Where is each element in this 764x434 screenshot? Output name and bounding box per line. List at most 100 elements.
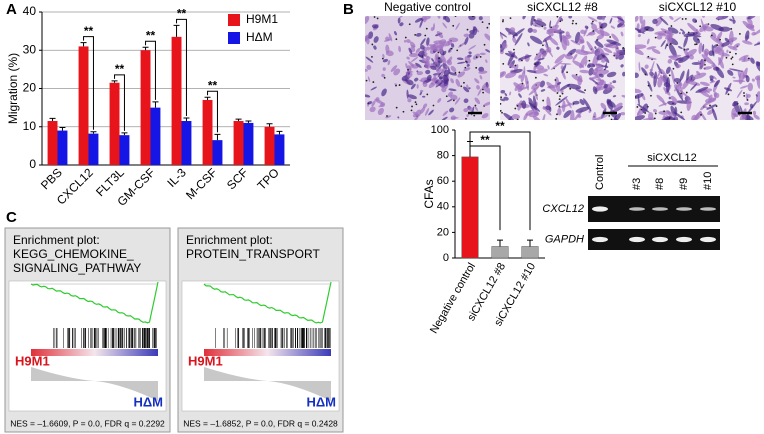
cell xyxy=(667,110,678,120)
cell xyxy=(679,70,685,82)
pore xyxy=(473,114,476,117)
x-tick-label: PBS xyxy=(38,165,65,192)
cell xyxy=(751,16,755,18)
cell xyxy=(637,34,641,38)
pore xyxy=(513,48,515,51)
cell xyxy=(428,109,434,116)
cell xyxy=(738,54,749,61)
cell xyxy=(732,76,736,79)
error-bar xyxy=(214,133,221,141)
cell xyxy=(410,83,416,90)
cell xyxy=(646,38,650,45)
cell xyxy=(699,23,709,33)
cell xyxy=(561,64,567,74)
bar xyxy=(171,36,182,165)
gel-band xyxy=(652,236,668,243)
cell xyxy=(433,75,437,81)
cell xyxy=(756,61,760,67)
error-bar xyxy=(183,117,190,122)
cell xyxy=(365,16,370,25)
pore xyxy=(556,113,558,116)
pore xyxy=(520,59,523,62)
gel-band xyxy=(700,236,716,243)
pore xyxy=(727,93,730,96)
cell xyxy=(600,102,607,110)
pore xyxy=(500,109,502,112)
y-axis-label: Migration (%) xyxy=(6,53,20,124)
pore xyxy=(685,91,688,94)
cell xyxy=(635,44,647,50)
cell xyxy=(732,20,736,24)
bar xyxy=(202,99,213,165)
cell xyxy=(474,97,481,105)
cell xyxy=(474,106,479,111)
cell xyxy=(505,71,517,79)
pore xyxy=(407,68,409,71)
cell xyxy=(751,78,755,82)
cell xyxy=(651,48,661,54)
cell xyxy=(537,57,545,61)
cell xyxy=(365,94,371,98)
pore xyxy=(481,88,484,91)
cell xyxy=(678,55,690,64)
cell xyxy=(572,100,580,105)
pore xyxy=(558,105,561,108)
ranked-metric xyxy=(31,367,158,401)
cell xyxy=(531,22,543,28)
y-tick-label: 10 xyxy=(23,119,37,133)
cell xyxy=(728,84,731,88)
cell xyxy=(610,25,615,29)
pore xyxy=(414,34,417,36)
error-bar xyxy=(276,130,283,135)
pore xyxy=(488,22,490,25)
pore xyxy=(569,87,572,90)
enrichment-curve xyxy=(30,281,159,324)
cell xyxy=(620,64,624,68)
pore xyxy=(559,20,562,23)
pore xyxy=(383,76,386,79)
cell xyxy=(407,98,412,103)
significance-label: ** xyxy=(84,24,94,38)
cell xyxy=(563,110,572,119)
cell xyxy=(669,16,674,20)
cell xyxy=(479,75,483,80)
cell xyxy=(612,95,617,98)
cell xyxy=(706,104,717,110)
bar xyxy=(78,46,89,165)
cell xyxy=(603,47,613,54)
enrichment-stats: NES = –1.6852, P = 0.0, FDR q = 0.2428 xyxy=(183,418,338,428)
gel-band xyxy=(629,236,645,243)
cell xyxy=(736,89,743,99)
cell xyxy=(753,42,760,46)
cell xyxy=(732,79,746,83)
cell xyxy=(385,115,392,119)
cell xyxy=(716,16,724,20)
cell xyxy=(592,51,600,67)
cell xyxy=(635,46,644,56)
phenotype-right: HΔM xyxy=(306,394,336,409)
cell xyxy=(398,45,402,53)
cell xyxy=(721,41,731,47)
cell xyxy=(426,46,430,51)
pore xyxy=(731,56,734,59)
pore xyxy=(591,20,594,23)
cell xyxy=(414,77,419,82)
cell xyxy=(665,66,671,74)
cell xyxy=(668,96,672,100)
error-bar xyxy=(80,42,87,47)
pore xyxy=(680,111,683,114)
pore xyxy=(402,110,405,113)
cell xyxy=(588,31,596,36)
enrichment-curve xyxy=(203,281,332,324)
cell xyxy=(712,46,723,53)
cell xyxy=(702,16,705,18)
cell xyxy=(642,103,649,114)
cell xyxy=(747,94,751,98)
cell xyxy=(747,100,758,114)
cell xyxy=(613,102,623,112)
cell xyxy=(713,91,717,98)
cell xyxy=(564,54,574,60)
error-bar xyxy=(527,239,533,247)
cell xyxy=(500,30,504,40)
micrograph-cells xyxy=(365,16,490,120)
